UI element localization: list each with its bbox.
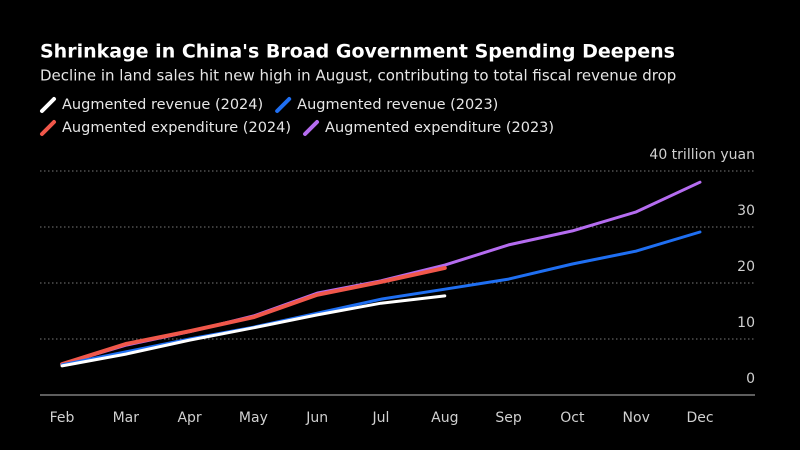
x-tick-label: Feb xyxy=(50,410,75,426)
legend-swatch xyxy=(275,97,292,113)
y-tick-label: 30 xyxy=(737,203,755,219)
x-tick-label: May xyxy=(239,410,268,426)
series-line xyxy=(60,265,447,367)
y-tick-label: 40 trillion yuan xyxy=(649,147,755,163)
x-tick-label: Aug xyxy=(431,410,458,426)
series-line xyxy=(60,294,447,368)
x-tick-label: Jul xyxy=(372,410,390,426)
y-tick-label: 10 xyxy=(737,315,755,331)
y-tick-label: 0 xyxy=(746,371,755,387)
legend-swatch xyxy=(40,97,56,113)
chart-title: Shrinkage in China's Broad Government Sp… xyxy=(40,41,675,63)
legend-swatch xyxy=(303,120,320,136)
legend-label: Augmented revenue (2023) xyxy=(297,97,498,113)
x-tick-label: Oct xyxy=(560,410,585,426)
x-tick-label: Sep xyxy=(495,410,522,426)
x-tick-label: Mar xyxy=(113,410,140,426)
x-tick-label: Jun xyxy=(305,410,328,426)
x-tick-label: Dec xyxy=(686,410,713,426)
legend-label: Augmented expenditure (2024) xyxy=(62,120,291,136)
legend-label: Augmented expenditure (2023) xyxy=(325,120,554,136)
chart-subtitle: Decline in land sales hit new high in Au… xyxy=(40,67,676,85)
legend-swatch xyxy=(40,120,56,136)
series-line xyxy=(60,230,702,367)
legend-label: Augmented revenue (2024) xyxy=(62,97,263,113)
x-tick-label: Nov xyxy=(623,410,650,426)
y-tick-label: 20 xyxy=(737,259,755,275)
x-tick-label: Apr xyxy=(177,410,201,426)
